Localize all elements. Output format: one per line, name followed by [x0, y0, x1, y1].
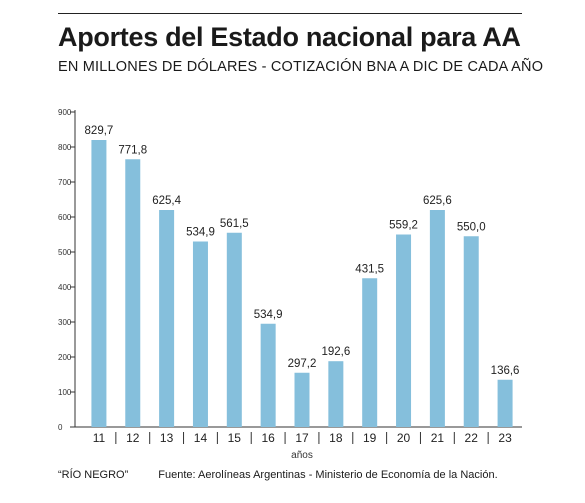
bar	[226, 232, 242, 427]
x-tick-label: 17	[295, 431, 309, 445]
bar-value-label: 297,2	[288, 358, 317, 370]
bar-value-label: 192,6	[321, 346, 350, 358]
y-tick-label: 600	[58, 213, 72, 222]
bar	[396, 234, 412, 427]
x-axis-title: años	[291, 450, 313, 461]
bar-value-label: 829,7	[85, 125, 114, 137]
x-tick-label: 21	[431, 431, 445, 445]
y-tick-label: 900	[58, 108, 72, 117]
bar	[429, 210, 445, 427]
y-tick-label: 500	[58, 248, 72, 257]
x-tick-label: 22	[465, 431, 479, 445]
bar	[362, 278, 378, 427]
top-rule	[58, 13, 522, 14]
footer: “RÍO NEGRO” Fuente: Aerolíneas Argentinas…	[58, 469, 498, 481]
x-tick-label: 23	[498, 431, 512, 445]
y-tick-label: 300	[58, 318, 72, 327]
bar	[260, 323, 276, 427]
x-tick-label: 12	[126, 431, 140, 445]
y-tick-label: 700	[58, 178, 72, 187]
chart-title: Aportes del Estado nacional para AA	[58, 22, 521, 52]
y-tick-label: 200	[58, 353, 72, 362]
bar-value-label: 625,4	[152, 195, 181, 207]
x-tick-label: 15	[228, 431, 242, 445]
x-tick-label: 19	[363, 431, 377, 445]
bar-value-label: 534,9	[186, 227, 215, 239]
bar-value-label: 559,2	[389, 220, 418, 232]
bar-value-label: 561,5	[220, 218, 249, 230]
bar-value-label: 534,9	[254, 309, 283, 321]
bar-value-label: 550,0	[457, 221, 486, 233]
chart-subtitle: EN MILLONES DE DÓLARES - COTIZACIÓN BNA …	[58, 59, 544, 75]
y-tick-label: 0	[58, 423, 63, 432]
bar	[91, 140, 107, 427]
x-tick-label: 14	[194, 431, 208, 445]
footer-source: Fuente: Aerolíneas Argentinas - Minister…	[158, 469, 498, 481]
y-tick-label: 400	[58, 283, 72, 292]
bar	[328, 361, 344, 427]
x-tick-label: 20	[397, 431, 411, 445]
bar-value-label: 625,6	[423, 195, 452, 207]
bar	[294, 372, 310, 427]
bar	[125, 159, 141, 427]
bar	[497, 379, 513, 427]
bar	[192, 241, 208, 427]
x-tick-label: 11	[93, 431, 106, 445]
bar-value-label: 431,5	[355, 263, 384, 275]
x-tick-label: 16	[261, 431, 275, 445]
x-tick-label: 13	[160, 431, 174, 445]
bar-value-label: 771,8	[118, 144, 147, 156]
y-tick-label: 800	[58, 143, 72, 152]
bar-value-label: 136,6	[491, 365, 520, 377]
bar	[463, 236, 479, 427]
x-tick-label: 18	[329, 431, 343, 445]
footer-credit: “RÍO NEGRO”	[58, 469, 129, 481]
bar	[159, 210, 175, 427]
y-tick-label: 100	[58, 388, 72, 397]
